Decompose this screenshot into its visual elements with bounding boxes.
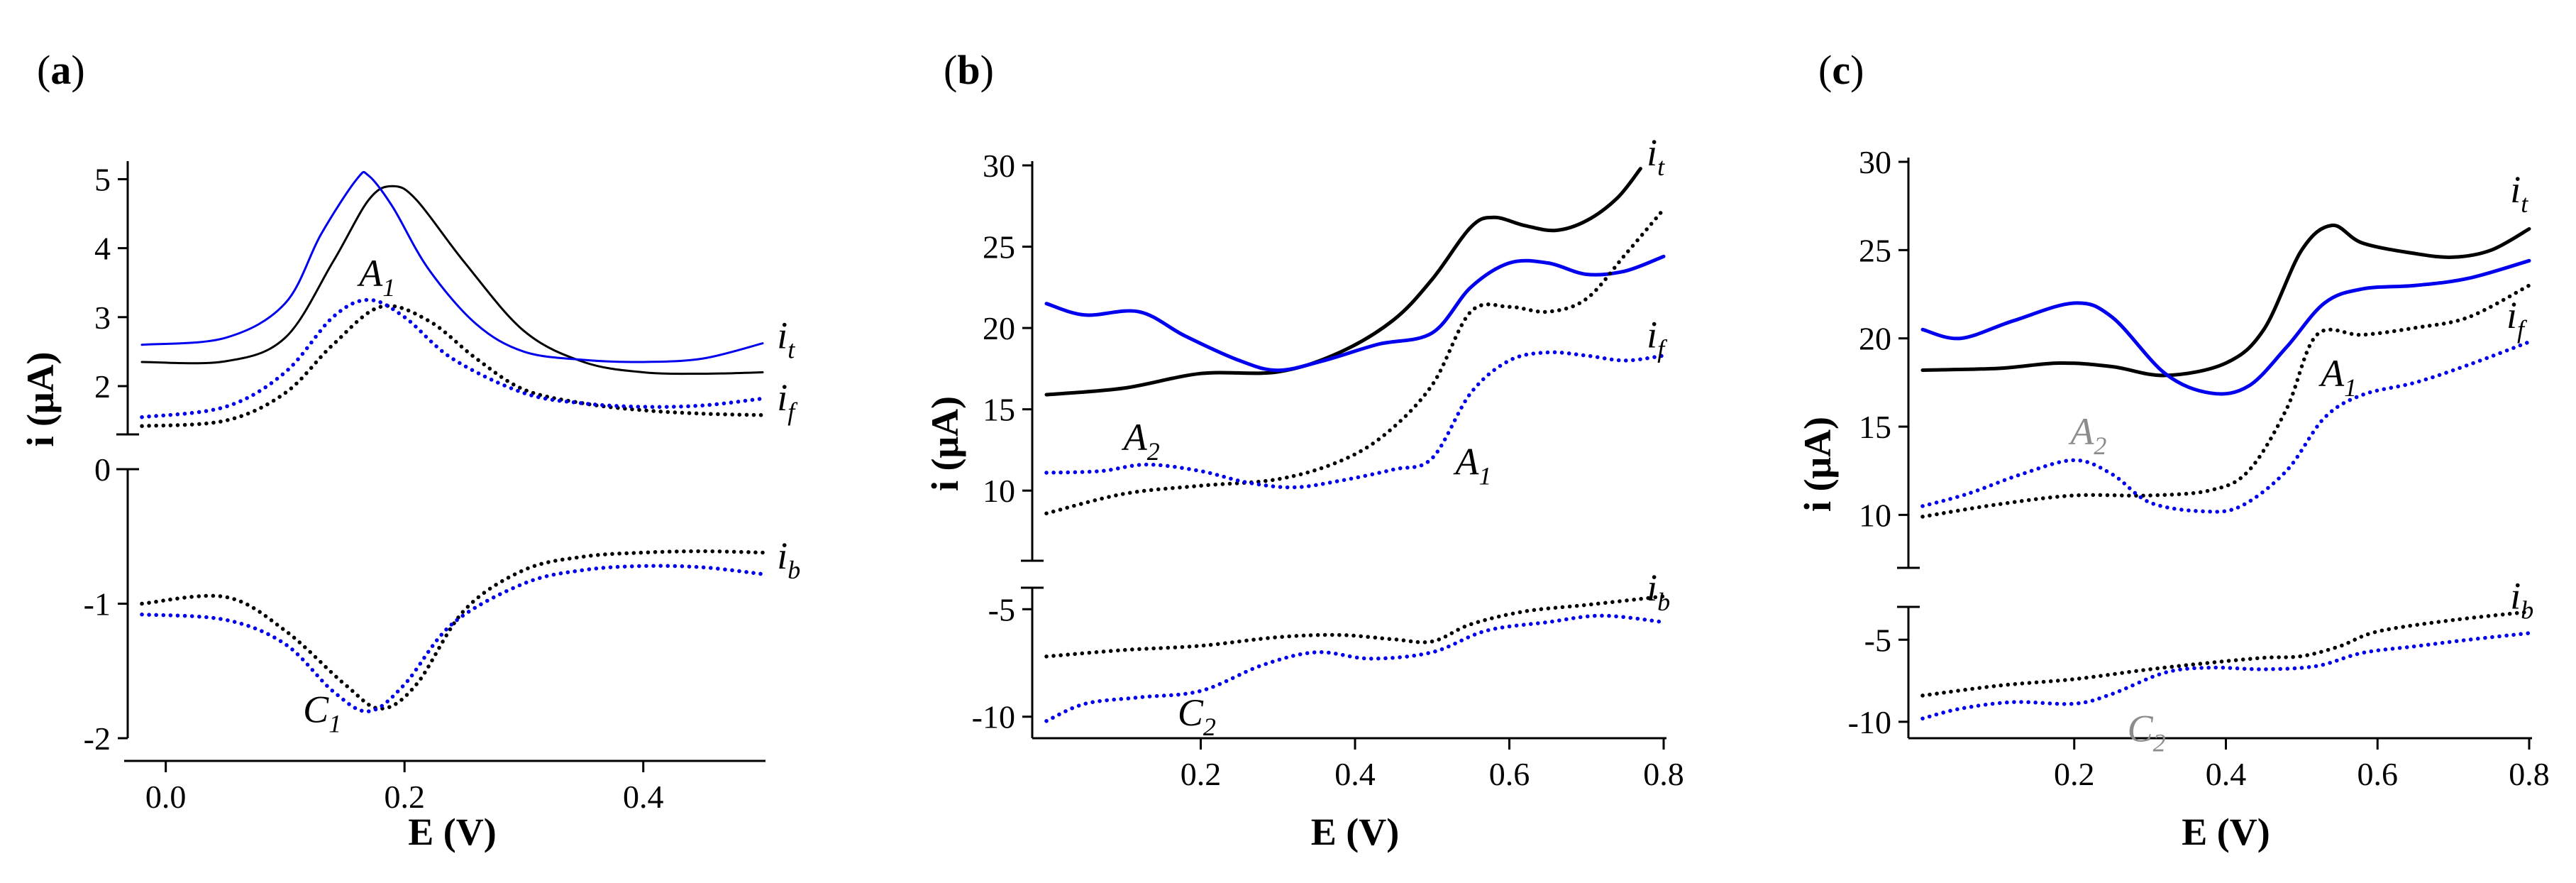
series-ib-black bbox=[1920, 610, 2531, 698]
y-tick-label: 30 bbox=[983, 148, 1015, 184]
panel-label-letter: a bbox=[50, 47, 71, 93]
annotation-A2: A2 bbox=[1122, 416, 1160, 466]
y-tick-label: -10 bbox=[1848, 704, 1891, 740]
y-tick-label: -2 bbox=[84, 720, 111, 757]
series-it-blue bbox=[1920, 258, 2531, 396]
annotation-it: it bbox=[1647, 131, 1665, 181]
annotation-it: it bbox=[2510, 168, 2528, 218]
annotation-A1: A1 bbox=[357, 252, 395, 302]
annotation-if: if bbox=[777, 376, 798, 426]
panel-b: (b) 10 15 20 25 30 -10 -5 0.2 0.4 0.6 0.8 E (V) i (μA… bbox=[924, 47, 1684, 853]
panel-label: (c) bbox=[1818, 47, 1864, 93]
annotation-ib: ib bbox=[1647, 566, 1670, 616]
y-tick-label: 20 bbox=[983, 310, 1015, 346]
y-tick-label: 25 bbox=[1859, 232, 1891, 268]
series-if-black bbox=[140, 304, 765, 429]
x-tick-label: 0.2 bbox=[2054, 756, 2095, 792]
x-axis-label: E (V) bbox=[1311, 811, 1399, 853]
x-tick-label: 0.0 bbox=[145, 779, 187, 815]
x-tick-label: 0.4 bbox=[1334, 756, 1376, 792]
y-tick-label: -5 bbox=[1864, 622, 1891, 658]
y-tick-label: 15 bbox=[1859, 409, 1891, 445]
y-tick-label: 2 bbox=[94, 368, 111, 405]
annotation-A2: A2 bbox=[2068, 410, 2106, 460]
annotation-C2: C2 bbox=[1178, 691, 1216, 741]
panel-a: (a) 2 3 4 5 -2 -1 0 0.0 0.2 0.4 E (V) i (μA) A1 C1 it if… bbox=[19, 47, 800, 853]
series-ib-blue bbox=[140, 564, 765, 713]
x-tick-label: 0.4 bbox=[2206, 756, 2247, 792]
y-tick-label: 25 bbox=[983, 229, 1015, 265]
y-tick-label: 5 bbox=[94, 161, 111, 197]
x-tick-label: 0.4 bbox=[623, 779, 664, 815]
x-tick-label: 0.8 bbox=[2509, 756, 2550, 792]
annotation-if: if bbox=[1647, 314, 1668, 363]
panel-label: (b) bbox=[944, 47, 994, 93]
x-tick-label: 0.6 bbox=[1489, 756, 1530, 792]
x-axis-label: E (V) bbox=[408, 811, 496, 853]
y-tick-label: -5 bbox=[988, 591, 1015, 627]
series-ib-blue bbox=[1920, 631, 2531, 721]
annotation-ib: ib bbox=[2510, 574, 2533, 624]
y-tick-label: 15 bbox=[983, 392, 1015, 428]
panel-label: (a) bbox=[37, 47, 85, 93]
annotation-C2: C2 bbox=[2128, 708, 2166, 757]
annotation-ib: ib bbox=[777, 534, 800, 584]
y-tick-label: -1 bbox=[84, 586, 111, 623]
series-it-black bbox=[140, 185, 764, 375]
series-ib-black bbox=[1044, 594, 1666, 659]
annotation-it: it bbox=[777, 314, 795, 364]
series-it-blue bbox=[1044, 254, 1666, 373]
series-if-blue bbox=[1920, 339, 2531, 514]
series-it-black bbox=[1920, 224, 2531, 378]
x-tick-label: 0.8 bbox=[1643, 756, 1684, 792]
annotation-A1: A1 bbox=[2318, 352, 2357, 402]
series-ib-black bbox=[140, 549, 765, 711]
x-tick-label: 0.2 bbox=[384, 779, 425, 815]
y-tick-label: 30 bbox=[1859, 144, 1891, 180]
annotation-if: if bbox=[2506, 294, 2528, 344]
y-axis-label: i (μA) bbox=[19, 351, 62, 446]
y-tick-label: 10 bbox=[983, 473, 1015, 509]
y-axis-label: i (μA) bbox=[1796, 417, 1839, 512]
panel-label-letter: c bbox=[1832, 47, 1850, 93]
annotation-C1: C1 bbox=[303, 688, 341, 737]
series-if-blue bbox=[1044, 350, 1666, 490]
x-tick-label: 0.6 bbox=[2357, 756, 2399, 792]
y-axis-label: i (μA) bbox=[924, 396, 966, 491]
y-tick-label: 0 bbox=[94, 451, 111, 488]
y-tick-label: -10 bbox=[972, 699, 1015, 735]
y-tick-label: 4 bbox=[94, 231, 111, 267]
series-ib-blue bbox=[1044, 613, 1666, 723]
x-tick-label: 0.2 bbox=[1181, 756, 1222, 792]
panel-c: (c) 10 15 20 25 30 -10 -5 0.2 0.4 0.6 0.8 E (V) i (μA… bbox=[1796, 47, 2550, 853]
series-it-black bbox=[1044, 167, 1642, 397]
x-axis-label: E (V) bbox=[2182, 811, 2270, 853]
y-tick-label: 3 bbox=[94, 300, 111, 336]
panel-label-letter: b bbox=[957, 47, 980, 93]
series-if-black bbox=[1044, 207, 1666, 516]
annotation-A1: A1 bbox=[1453, 440, 1491, 490]
y-tick-label: 10 bbox=[1859, 497, 1891, 533]
series-if-black bbox=[1920, 283, 2531, 519]
series-it-blue bbox=[140, 170, 764, 363]
y-tick-label: 20 bbox=[1859, 321, 1891, 357]
